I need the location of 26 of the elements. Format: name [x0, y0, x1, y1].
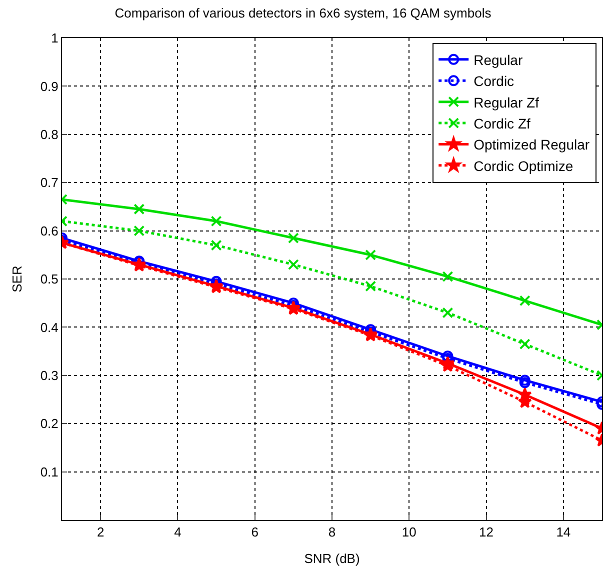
x-axis-title: SNR (dB): [304, 551, 360, 566]
y-tick-label: 0.1: [40, 464, 58, 480]
x-tick-label: 6: [251, 524, 258, 540]
legend-label: Cordic: [474, 73, 514, 90]
x-tick-label: 12: [479, 524, 494, 540]
x-tick-label: 8: [328, 524, 336, 540]
y-tick-label: 0.5: [40, 272, 58, 287]
legend-label: Cordic Zf: [474, 115, 530, 132]
chart-title: Comparison of various detectors in 6x6 system, 16 QAM symbols: [114, 6, 492, 21]
y-axis-title: SER: [9, 266, 24, 292]
x-tick-label: 4: [174, 524, 182, 540]
y-tick-label: 0.7: [40, 175, 58, 190]
y-tick-label: 0.6: [40, 223, 58, 238]
legend-label: Cordic Optimize: [474, 158, 574, 174]
y-tick-label: 0.3: [40, 368, 58, 383]
y-tick-label: 0.8: [40, 126, 58, 142]
y-tick-label: 1: [51, 30, 58, 46]
legend-label: Optimized Regular: [474, 136, 590, 153]
legend-label: Regular Zf: [474, 94, 540, 110]
y-tick-label: 0.9: [40, 78, 58, 94]
x-tick-label: 14: [556, 524, 571, 540]
x-tick-label: 2: [96, 524, 104, 540]
y-tick-label: 0.2: [40, 416, 58, 432]
y-tick-label: 0.4: [40, 320, 58, 335]
legend-label: Regular: [474, 52, 523, 68]
x-tick-label: 10: [402, 524, 416, 540]
